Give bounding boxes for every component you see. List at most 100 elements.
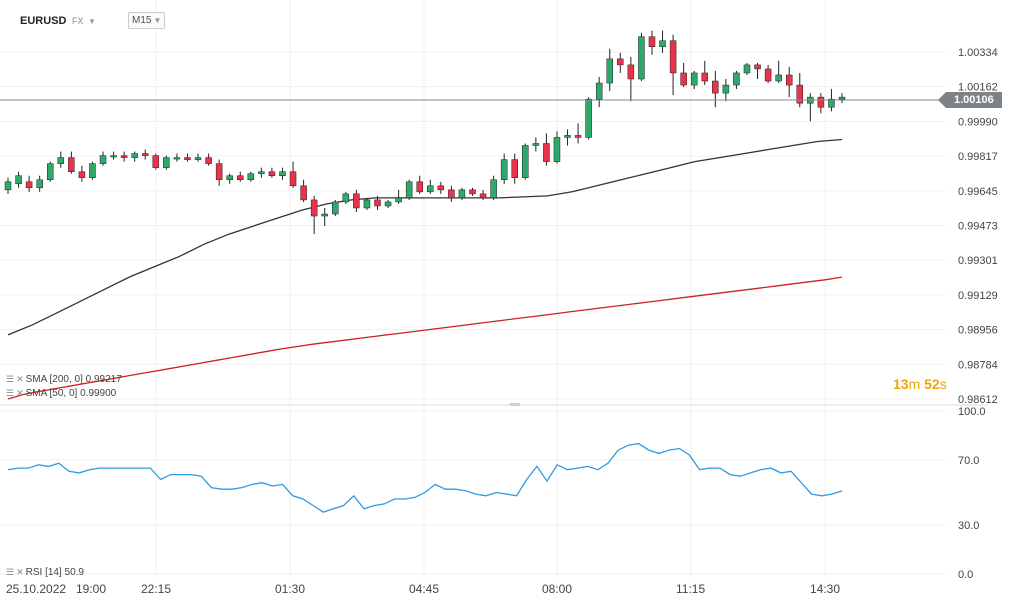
market-dropdown-icon[interactable]: ▼ xyxy=(88,16,96,26)
candle-body xyxy=(395,197,402,203)
market-label[interactable]: FX xyxy=(72,16,84,26)
candle-body xyxy=(775,74,782,82)
pane-resize-handle[interactable] xyxy=(510,403,520,406)
timeframe-dropdown[interactable]: M15 ▼ xyxy=(128,12,166,29)
candle xyxy=(68,151,75,174)
candle-body xyxy=(279,171,286,176)
candle xyxy=(595,76,603,108)
candle-body xyxy=(427,185,434,193)
candle-body xyxy=(405,181,413,199)
candle xyxy=(205,153,212,166)
candle xyxy=(669,34,677,96)
candle-body xyxy=(743,64,751,74)
candle-body xyxy=(99,155,107,164)
candle xyxy=(279,167,286,180)
candle-body xyxy=(522,145,529,178)
settings-icon[interactable]: ☰ xyxy=(6,388,14,398)
candle xyxy=(194,153,202,162)
candle-body xyxy=(764,68,772,82)
candle xyxy=(659,30,666,53)
candle xyxy=(532,137,540,152)
candle xyxy=(258,167,265,178)
candle-body xyxy=(332,201,339,215)
rsi-tick-label: 30.0 xyxy=(958,520,979,532)
candle xyxy=(310,195,318,235)
candle xyxy=(89,161,96,180)
candle xyxy=(374,195,381,210)
candle xyxy=(226,173,233,184)
candle-body xyxy=(152,155,160,168)
candle-body xyxy=(57,157,65,164)
candle-body xyxy=(173,157,181,160)
candle-body xyxy=(469,189,476,195)
candle-body xyxy=(194,157,202,160)
candle xyxy=(817,93,825,114)
candle xyxy=(764,64,772,84)
candle-body xyxy=(163,157,170,168)
candle-body xyxy=(353,193,360,209)
candle-body xyxy=(205,157,212,164)
candle-body xyxy=(627,64,635,80)
candle-body xyxy=(511,159,518,178)
candle-body xyxy=(141,153,149,156)
close-icon[interactable]: ✕ xyxy=(16,567,23,577)
candle xyxy=(163,155,170,170)
candle xyxy=(733,70,740,90)
candle xyxy=(638,32,645,82)
price-tick-label: 0.99817 xyxy=(958,151,998,163)
candle-body xyxy=(817,96,825,108)
sma200-legend[interactable]: ☰ ✕ SMA [200, 0] 0.99217 xyxy=(6,374,122,385)
candle xyxy=(458,187,466,200)
rsi-legend[interactable]: ☰ ✕ RSI [14] 50.9 xyxy=(6,567,84,578)
candle xyxy=(15,171,22,188)
candle-body xyxy=(690,72,698,86)
candle xyxy=(300,179,307,202)
candle-body xyxy=(796,84,804,104)
price-tick-label: 1.00162 xyxy=(958,82,998,94)
current-price-tag: 1.00106 xyxy=(938,92,1002,108)
candle xyxy=(543,133,550,166)
symbol-label[interactable]: EURUSD xyxy=(20,15,67,27)
candle-body xyxy=(437,185,445,191)
candle xyxy=(78,165,86,182)
sma50-polyline xyxy=(7,138,843,336)
candle xyxy=(754,62,761,80)
candle xyxy=(46,161,54,182)
candle-body xyxy=(258,171,265,174)
candle xyxy=(321,207,328,227)
candle-countdown: 13m 52s xyxy=(893,376,947,392)
candle xyxy=(701,60,709,86)
candle xyxy=(574,123,582,144)
candle xyxy=(722,79,730,102)
price-tick-label: 0.99301 xyxy=(958,255,998,267)
candle-body xyxy=(754,64,761,70)
time-tick-label: 25.10.2022 xyxy=(6,582,66,596)
candle-body xyxy=(574,135,582,138)
candle xyxy=(152,153,160,170)
candle xyxy=(553,131,561,164)
candle-body xyxy=(585,98,592,138)
candle xyxy=(141,149,149,160)
candle xyxy=(627,56,635,102)
price-tick-label: 0.99990 xyxy=(958,116,998,128)
candle xyxy=(247,171,255,182)
candle-body xyxy=(247,173,255,181)
time-tick-label: 01:30 xyxy=(275,582,305,596)
settings-icon[interactable]: ☰ xyxy=(6,567,14,577)
candle-body xyxy=(120,155,128,158)
candle xyxy=(237,171,244,182)
close-icon[interactable]: ✕ xyxy=(16,388,23,398)
settings-icon[interactable]: ☰ xyxy=(6,374,14,384)
time-tick-label: 22:15 xyxy=(141,582,171,596)
candle-body xyxy=(184,157,191,160)
candle xyxy=(289,161,297,188)
candle xyxy=(342,191,350,204)
sma50-legend[interactable]: ☰ ✕ SMA [50, 0] 0.99900 xyxy=(6,388,116,399)
candle-body xyxy=(36,179,43,189)
candle-body xyxy=(543,143,550,162)
candle xyxy=(120,151,128,162)
candle xyxy=(617,52,624,73)
close-icon[interactable]: ✕ xyxy=(16,374,23,384)
candle-body xyxy=(785,74,793,86)
